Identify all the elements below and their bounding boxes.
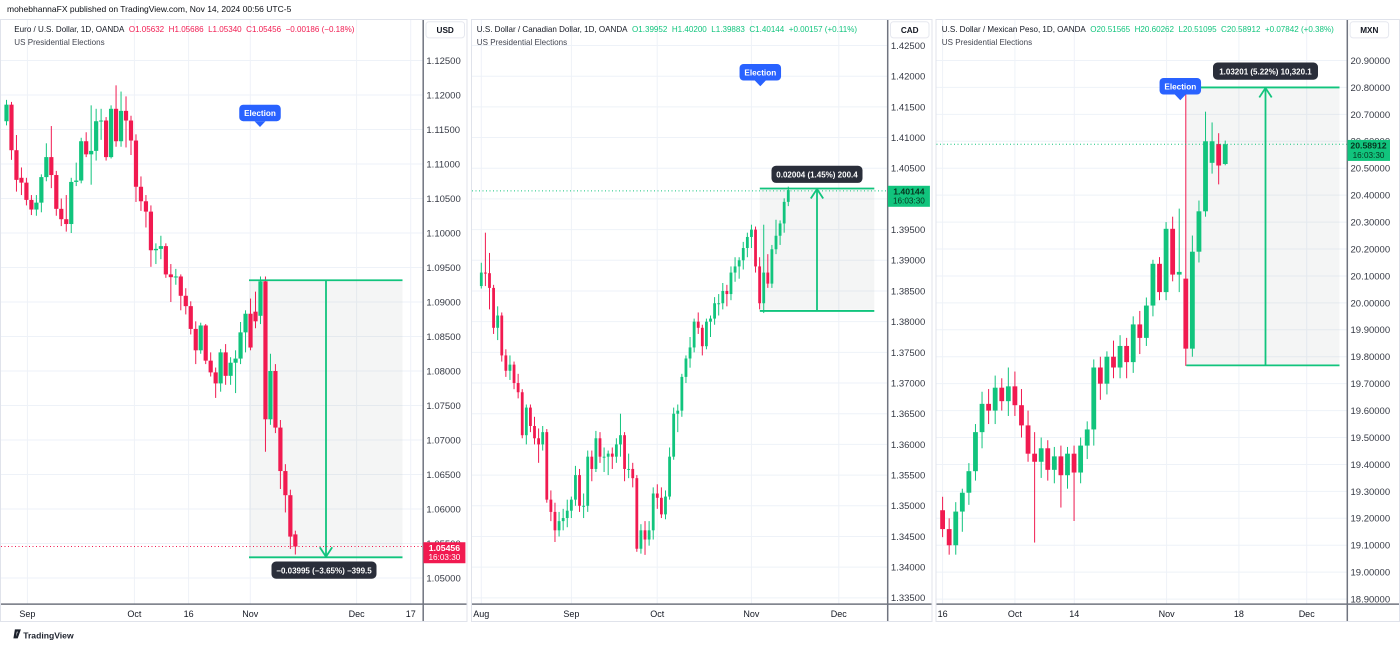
svg-text:1.03201 (5.22%) 10,320.1: 1.03201 (5.22%) 10,320.1 <box>1219 67 1312 76</box>
svg-text:17: 17 <box>406 609 416 619</box>
svg-text:Oct: Oct <box>127 609 142 619</box>
svg-text:1.40500: 1.40500 <box>891 164 925 175</box>
svg-text:16: 16 <box>184 609 194 619</box>
svg-text:Nov: Nov <box>743 609 760 619</box>
svg-text:1.39000: 1.39000 <box>891 256 925 267</box>
svg-text:1.38000: 1.38000 <box>891 317 925 328</box>
svg-text:19.80000: 19.80000 <box>1351 352 1391 363</box>
svg-text:20.10000: 20.10000 <box>1351 271 1391 282</box>
svg-text:1.37000: 1.37000 <box>891 378 925 389</box>
svg-text:USD: USD <box>437 26 454 35</box>
svg-text:1.39500: 1.39500 <box>891 225 925 236</box>
svg-text:1.34500: 1.34500 <box>891 532 925 543</box>
svg-text:19.60000: 19.60000 <box>1351 406 1391 417</box>
svg-text:1.42500: 1.42500 <box>891 41 925 52</box>
svg-text:1.38500: 1.38500 <box>891 286 925 297</box>
svg-text:14: 14 <box>1069 609 1079 619</box>
svg-text:Dec: Dec <box>1299 609 1316 619</box>
svg-text:US Presidential Elections: US Presidential Elections <box>14 38 104 47</box>
svg-text:19.50000: 19.50000 <box>1351 433 1391 444</box>
svg-text:TradingView: TradingView <box>23 630 74 640</box>
svg-text:1.11000: 1.11000 <box>426 159 460 170</box>
svg-text:19.30000: 19.30000 <box>1351 487 1391 498</box>
svg-text:20.00000: 20.00000 <box>1351 298 1391 309</box>
svg-text:1.41000: 1.41000 <box>891 133 925 144</box>
svg-text:U.S. Dollar / Canadian Dollar,: U.S. Dollar / Canadian Dollar, 1D, OANDA… <box>477 25 858 34</box>
svg-text:20.90000: 20.90000 <box>1351 56 1391 67</box>
svg-text:20.58912: 20.58912 <box>1350 141 1386 151</box>
svg-text:Election: Election <box>244 109 276 118</box>
svg-text:18.90000: 18.90000 <box>1351 595 1391 606</box>
svg-text:Oct: Oct <box>1008 609 1023 619</box>
svg-text:16:03:30: 16:03:30 <box>1353 151 1385 160</box>
svg-text:1.34000: 1.34000 <box>891 563 925 574</box>
svg-text:19.90000: 19.90000 <box>1351 325 1391 336</box>
svg-text:16: 16 <box>938 609 948 619</box>
svg-text:16:03:30: 16:03:30 <box>428 553 460 562</box>
svg-text:1.41500: 1.41500 <box>891 102 925 113</box>
svg-text:1.06000: 1.06000 <box>426 504 460 515</box>
svg-text:Dec: Dec <box>831 609 848 619</box>
svg-text:1.36500: 1.36500 <box>891 409 925 420</box>
svg-text:US Presidential Elections: US Presidential Elections <box>477 38 567 47</box>
svg-text:1.06500: 1.06500 <box>426 470 460 481</box>
svg-text:Election: Election <box>1164 83 1196 92</box>
svg-text:20.40000: 20.40000 <box>1351 191 1391 202</box>
svg-text:−0.03995 (−3.65%) −399.5: −0.03995 (−3.65%) −399.5 <box>276 566 372 575</box>
svg-text:19.40000: 19.40000 <box>1351 460 1391 471</box>
svg-text:20.80000: 20.80000 <box>1351 83 1391 94</box>
svg-text:1.05456: 1.05456 <box>429 543 461 553</box>
svg-text:18: 18 <box>1234 609 1244 619</box>
svg-text:19.70000: 19.70000 <box>1351 379 1391 390</box>
svg-text:Election: Election <box>744 69 776 78</box>
svg-text:Oct: Oct <box>650 609 665 619</box>
svg-text:1.08000: 1.08000 <box>426 366 460 377</box>
svg-text:1.12500: 1.12500 <box>426 56 460 67</box>
svg-text:1.42000: 1.42000 <box>891 72 925 83</box>
svg-text:1.12000: 1.12000 <box>426 90 460 101</box>
svg-text:1.05000: 1.05000 <box>426 573 460 584</box>
svg-text:19.20000: 19.20000 <box>1351 514 1391 525</box>
svg-text:20.30000: 20.30000 <box>1351 218 1391 229</box>
svg-text:Nov: Nov <box>1159 609 1176 619</box>
svg-text:1.37500: 1.37500 <box>891 348 925 359</box>
svg-text:1.35000: 1.35000 <box>891 501 925 512</box>
svg-text:Dec: Dec <box>349 609 366 619</box>
svg-text:1.08500: 1.08500 <box>426 332 460 343</box>
svg-text:1.10000: 1.10000 <box>426 228 460 239</box>
svg-text:Sep: Sep <box>563 609 579 619</box>
svg-text:1.09500: 1.09500 <box>426 263 460 274</box>
svg-text:mohebhannaFX published on Trad: mohebhannaFX published on TradingView.co… <box>7 4 292 14</box>
svg-text:CAD: CAD <box>901 26 919 35</box>
svg-text:Nov: Nov <box>242 609 259 619</box>
svg-text:Sep: Sep <box>19 609 35 619</box>
svg-text:U.S. Dollar / Mexican Peso, 1D: U.S. Dollar / Mexican Peso, 1D, OANDA O20… <box>942 25 1334 34</box>
svg-text:MXN: MXN <box>1360 26 1378 35</box>
svg-text:1.36000: 1.36000 <box>891 440 925 451</box>
svg-text:1.33500: 1.33500 <box>891 593 925 604</box>
svg-text:1.11500: 1.11500 <box>426 125 460 136</box>
svg-text:20.20000: 20.20000 <box>1351 244 1391 255</box>
svg-text:1.35500: 1.35500 <box>891 471 925 482</box>
svg-text:0.02004 (1.45%) 200.4: 0.02004 (1.45%) 200.4 <box>776 171 858 180</box>
svg-text:16:03:30: 16:03:30 <box>893 197 925 206</box>
svg-text:Aug: Aug <box>473 609 489 619</box>
svg-text:US Presidential Elections: US Presidential Elections <box>942 38 1032 47</box>
svg-text:19.10000: 19.10000 <box>1351 541 1391 552</box>
svg-text:1.09000: 1.09000 <box>426 297 460 308</box>
svg-text:1.07000: 1.07000 <box>426 435 460 446</box>
svg-text:20.70000: 20.70000 <box>1351 110 1391 121</box>
svg-text:19.00000: 19.00000 <box>1351 568 1391 579</box>
svg-text:1.10500: 1.10500 <box>426 194 460 205</box>
svg-text:1.40144: 1.40144 <box>893 187 925 197</box>
svg-text:1.07500: 1.07500 <box>426 401 460 412</box>
svg-text:20.50000: 20.50000 <box>1351 164 1391 175</box>
